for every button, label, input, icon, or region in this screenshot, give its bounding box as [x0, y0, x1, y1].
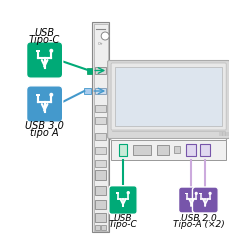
- Circle shape: [50, 93, 53, 96]
- Circle shape: [101, 32, 109, 40]
- Bar: [95, 160, 106, 167]
- FancyBboxPatch shape: [108, 60, 230, 139]
- Bar: [116, 192, 119, 194]
- FancyBboxPatch shape: [111, 63, 226, 130]
- Text: tipo A: tipo A: [30, 128, 59, 138]
- Text: O+: O+: [98, 42, 103, 46]
- FancyBboxPatch shape: [192, 187, 218, 213]
- Bar: [95, 117, 106, 124]
- Text: USB: USB: [35, 28, 55, 38]
- FancyBboxPatch shape: [179, 187, 204, 213]
- Bar: [157, 145, 169, 155]
- Bar: [95, 133, 106, 140]
- Text: Tipo-C: Tipo-C: [109, 220, 137, 229]
- Bar: [36, 93, 40, 96]
- Bar: [95, 170, 106, 180]
- Bar: [174, 146, 179, 153]
- Bar: [119, 144, 127, 156]
- Bar: [95, 88, 106, 94]
- Bar: [133, 145, 151, 155]
- Bar: [115, 67, 222, 126]
- Text: USB 3.0: USB 3.0: [25, 121, 64, 131]
- Text: Tipo-A (×2): Tipo-A (×2): [173, 220, 224, 229]
- Bar: [199, 193, 202, 194]
- Circle shape: [50, 49, 53, 52]
- Bar: [111, 140, 226, 160]
- Bar: [95, 213, 106, 222]
- Bar: [186, 144, 196, 156]
- Text: Tipo-C: Tipo-C: [29, 35, 60, 45]
- Bar: [95, 225, 100, 230]
- Bar: [92, 22, 109, 232]
- Bar: [95, 67, 106, 74]
- FancyBboxPatch shape: [27, 86, 63, 122]
- Bar: [101, 225, 106, 230]
- Bar: [84, 88, 91, 94]
- Bar: [87, 68, 92, 74]
- Bar: [95, 105, 106, 112]
- Bar: [185, 193, 188, 194]
- FancyBboxPatch shape: [27, 42, 63, 78]
- Circle shape: [127, 192, 129, 194]
- Bar: [36, 50, 40, 52]
- Text: USB: USB: [114, 214, 132, 223]
- Bar: [95, 186, 106, 195]
- Bar: [95, 200, 106, 209]
- FancyBboxPatch shape: [109, 186, 137, 214]
- Text: USB 2.0: USB 2.0: [180, 214, 216, 223]
- Bar: [94, 23, 108, 231]
- Bar: [200, 144, 210, 156]
- Bar: [95, 147, 106, 154]
- Circle shape: [195, 193, 197, 194]
- Circle shape: [209, 193, 211, 194]
